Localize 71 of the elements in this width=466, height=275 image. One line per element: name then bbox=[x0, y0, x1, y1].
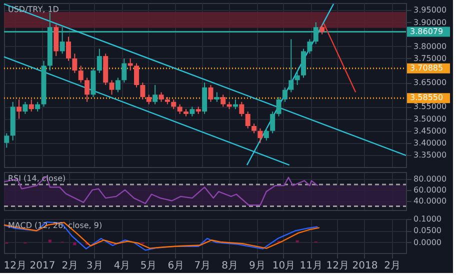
y-tick-label: 3.75000 bbox=[414, 54, 447, 63]
candlestick bbox=[28, 98, 34, 112]
candlestick bbox=[264, 128, 269, 141]
x-tick-label: 2018 bbox=[352, 260, 378, 272]
candlestick bbox=[294, 70, 300, 86]
candlestick bbox=[66, 36, 71, 62]
y-tick-label: 3.95000 bbox=[414, 6, 447, 15]
candlestick bbox=[252, 123, 257, 134]
y-tick-label: 3.90000 bbox=[414, 18, 447, 27]
x-tick-label: 2017 bbox=[30, 260, 56, 272]
candlestick bbox=[35, 101, 40, 112]
candlestick bbox=[158, 92, 164, 102]
ref-line-label: 3.58550 bbox=[410, 93, 444, 102]
y-tick-label: 40.0000 bbox=[414, 196, 447, 206]
y-tick-label: 3.35000 bbox=[414, 150, 447, 160]
x-tick-label: 4月 bbox=[114, 260, 130, 272]
candlestick bbox=[72, 53, 78, 74]
y-tick-label: 3.80000 bbox=[414, 42, 447, 51]
candlestick bbox=[171, 98, 176, 110]
candlestick bbox=[122, 58, 127, 84]
candlestick bbox=[177, 104, 182, 114]
x-tick-label: 9月 bbox=[249, 260, 266, 272]
y-tick-label: 3.55000 bbox=[414, 102, 447, 112]
y-tick-label: 3.45000 bbox=[414, 126, 447, 136]
candlestick bbox=[115, 77, 120, 93]
y-tick-label: 0.0500 bbox=[414, 226, 442, 236]
x-tick-label: 10月 bbox=[272, 260, 296, 272]
ref-line-label: 3.70885 bbox=[410, 63, 444, 72]
candlestick bbox=[84, 77, 90, 102]
candlestick bbox=[96, 48, 102, 74]
candlestick bbox=[152, 84, 158, 105]
candlestick bbox=[78, 65, 84, 84]
y-tick-label: 60.0000 bbox=[414, 185, 447, 194]
y-tick-label: 3.50000 bbox=[414, 114, 447, 124]
candlestick bbox=[245, 111, 250, 129]
candlestick bbox=[146, 94, 152, 105]
candlestick bbox=[270, 111, 276, 134]
candlestick bbox=[276, 96, 282, 117]
candlestick bbox=[258, 128, 263, 144]
candlestick bbox=[282, 86, 288, 102]
candlestick bbox=[288, 38, 294, 93]
y-tick-label: 0.0000 bbox=[414, 238, 442, 247]
x-tick-label: 2月 bbox=[62, 260, 78, 272]
x-tick-label: 7月 bbox=[194, 260, 211, 272]
ref-line-label: 3.86079 bbox=[410, 26, 444, 36]
candlestick bbox=[140, 82, 146, 100]
x-tick-label: 12月 bbox=[4, 260, 26, 272]
candlestick bbox=[22, 101, 28, 114]
y-tick-label: 80.0000 bbox=[414, 174, 447, 184]
line-series bbox=[3, 176, 318, 206]
x-tick-label: 6月 bbox=[168, 260, 184, 272]
candlestick bbox=[16, 98, 22, 120]
y-tick-label: 3.65000 bbox=[414, 78, 447, 88]
candlestick bbox=[239, 101, 244, 117]
candlestick bbox=[307, 38, 312, 54]
candlestick bbox=[220, 94, 226, 108]
x-tick-label: 12月 bbox=[326, 260, 349, 272]
x-tick-label: 3月 bbox=[86, 260, 103, 272]
x-tick-label: 5月 bbox=[140, 260, 157, 272]
candlestick bbox=[190, 106, 195, 117]
candlestick bbox=[320, 24, 325, 35]
candlestick bbox=[4, 132, 10, 148]
y-tick-label: 3.40000 bbox=[414, 138, 447, 148]
candlestick bbox=[214, 92, 220, 102]
x-tick-label: 8月 bbox=[222, 260, 238, 272]
candlestick bbox=[109, 80, 114, 96]
x-tick-label: 11月 bbox=[300, 260, 322, 272]
x-tick-label: 2月 bbox=[384, 260, 401, 272]
candlestick bbox=[208, 84, 214, 102]
candlestick bbox=[134, 62, 140, 88]
y-tick-label: 0.1000 bbox=[414, 214, 442, 224]
